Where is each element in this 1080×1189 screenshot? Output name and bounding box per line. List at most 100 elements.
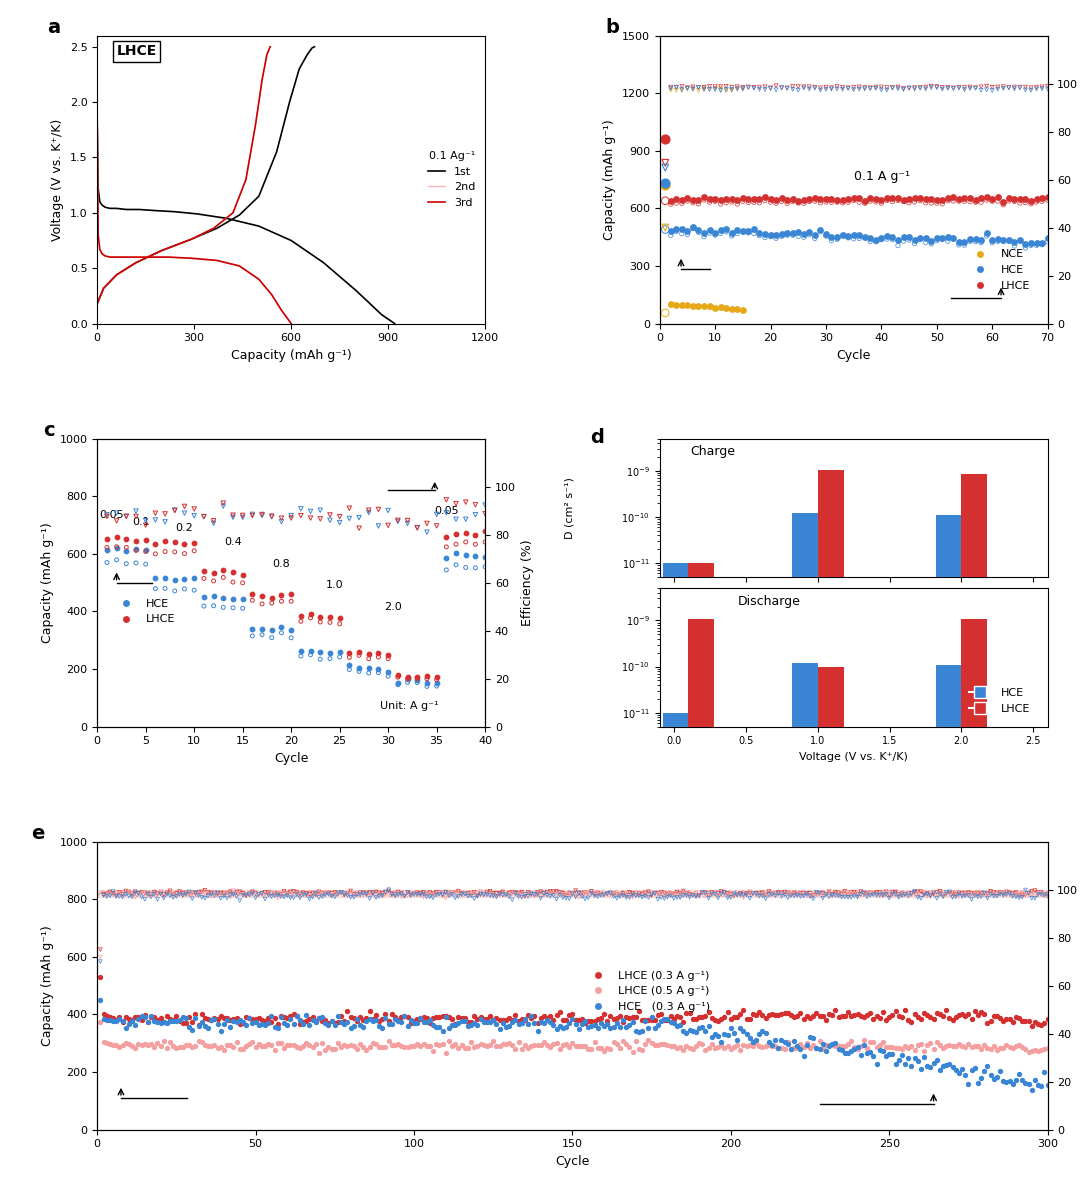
Point (238, 1015, 255, 1034)
Point (387, 1009, 404, 1028)
Point (643, 886, 660, 905)
Point (829, 883, 847, 902)
Point (941, 883, 958, 902)
Point (741, 888, 758, 907)
Point (251, 1034, 268, 1053)
Point (329, 1034, 347, 1053)
Point (659, 1011, 676, 1030)
Point (690, 1019, 707, 1038)
Point (726, 1023, 743, 1042)
Point (851, 229, 868, 249)
Point (855, 886, 873, 905)
Point (956, 191, 973, 210)
Point (624, 1043, 642, 1062)
Point (839, 193, 856, 212)
Point (350, 658, 367, 677)
Point (756, 191, 773, 210)
Point (734, 80, 752, 99)
Point (449, 1039, 467, 1058)
Point (441, 886, 458, 905)
Point (330, 643, 348, 662)
Point (828, 80, 846, 99)
Point (544, 885, 562, 904)
Point (634, 885, 651, 904)
Point (811, 1032, 828, 1051)
Point (1028, 235, 1045, 254)
Point (924, 883, 942, 902)
Point (485, 886, 502, 905)
Point (1028, 189, 1045, 208)
Point (618, 885, 635, 904)
Point (453, 1036, 470, 1055)
Point (747, 885, 765, 904)
Point (717, 81, 734, 100)
Point (218, 888, 235, 907)
Point (712, 81, 729, 100)
Point (814, 888, 832, 907)
Point (130, 883, 147, 902)
Point (346, 885, 363, 904)
Point (717, 193, 734, 212)
Point (529, 1013, 546, 1032)
Point (782, 885, 799, 904)
Point (917, 190, 934, 209)
Point (157, 542, 174, 561)
Point (431, 1036, 448, 1055)
Point (950, 1006, 968, 1025)
Point (950, 233, 968, 252)
Point (221, 887, 239, 906)
Point (330, 609, 348, 628)
Point (303, 1038, 321, 1057)
Point (877, 882, 894, 901)
Point (906, 78, 923, 97)
Point (873, 228, 890, 247)
Point (303, 887, 321, 906)
Point (161, 881, 178, 900)
Point (656, 883, 673, 902)
Point (244, 1033, 261, 1052)
Point (652, 885, 670, 904)
Point (646, 1036, 663, 1055)
Point (634, 888, 651, 907)
Point (203, 1037, 220, 1056)
Point (418, 885, 435, 904)
Point (868, 1055, 886, 1074)
Point (862, 78, 879, 97)
Point (667, 77, 685, 96)
Point (526, 1036, 543, 1055)
Point (441, 1018, 458, 1037)
Point (649, 883, 666, 902)
Point (206, 883, 224, 902)
Point (137, 541, 154, 560)
Point (741, 1009, 758, 1028)
Point (710, 886, 727, 905)
Point (729, 220, 746, 239)
Point (364, 1009, 381, 1028)
Point (634, 1011, 651, 1030)
Point (988, 885, 1005, 904)
Point (428, 673, 445, 692)
Point (873, 190, 890, 209)
Point (919, 1036, 936, 1055)
Point (756, 187, 773, 206)
Point (292, 1014, 309, 1033)
Point (254, 505, 271, 524)
Point (516, 1009, 534, 1028)
Point (823, 227, 840, 246)
Point (275, 1008, 293, 1027)
Point (180, 1036, 198, 1055)
Point (149, 885, 166, 904)
Point (184, 883, 201, 902)
Point (768, 225, 785, 244)
Point (726, 885, 743, 904)
Point (303, 883, 321, 902)
Point (928, 882, 945, 901)
Point (696, 297, 713, 316)
Point (437, 527, 455, 546)
Point (292, 1011, 309, 1030)
Point (823, 78, 840, 97)
Point (323, 1039, 340, 1058)
Point (818, 225, 835, 244)
Point (667, 222, 685, 241)
Point (383, 1014, 401, 1033)
